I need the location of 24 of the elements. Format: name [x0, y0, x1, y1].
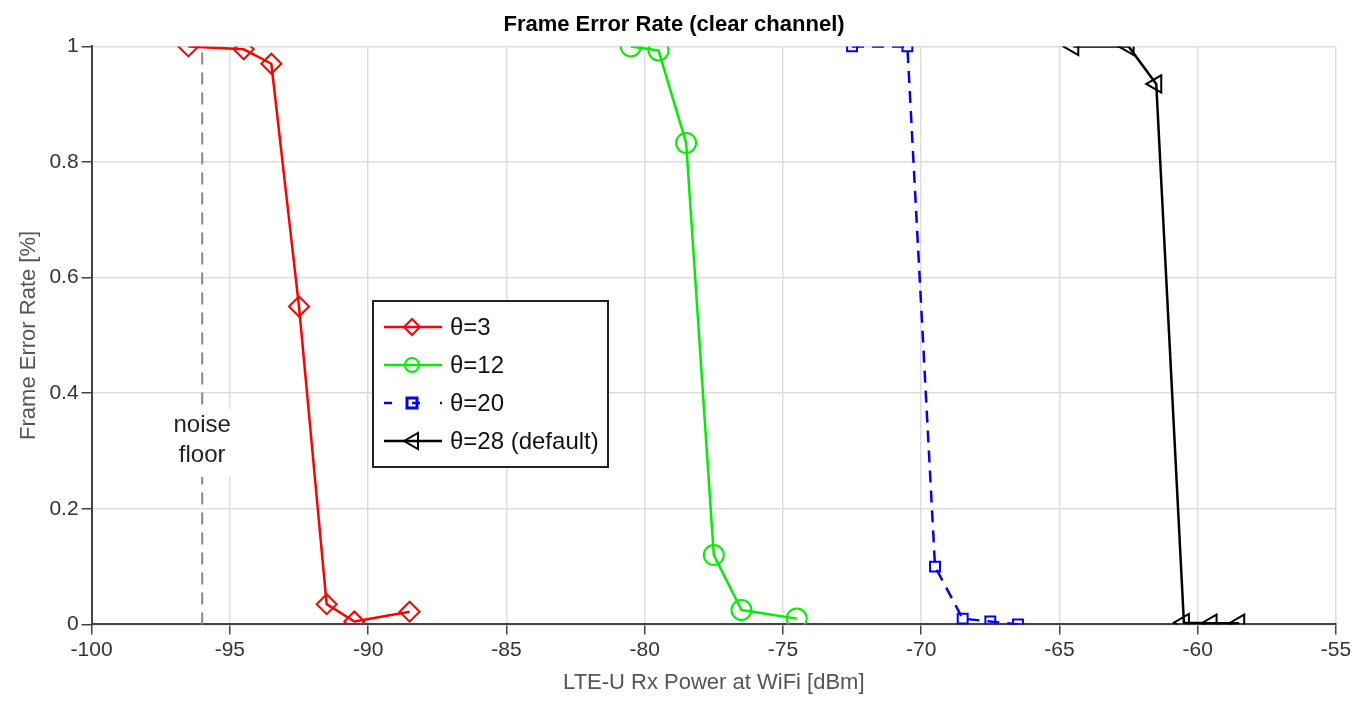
legend-label: θ=28 (default) [449, 427, 599, 456]
y-axis-title: Frame Error Rate [%] [15, 230, 41, 440]
ref-line-label: noise floor [173, 409, 231, 467]
x-tick-label: -80 [629, 636, 660, 660]
y-tick-label: 0.2 [49, 495, 79, 519]
legend-label: θ=20 [449, 389, 505, 418]
y-tick-label: 0.4 [49, 380, 79, 403]
y-tick-label: 0 [66, 611, 79, 635]
legend-label: θ=12 [449, 351, 505, 380]
y-tick-label: 0.8 [49, 148, 79, 172]
chart-title: Frame Error Rate (clear channel) [503, 11, 845, 37]
x-axis-title: LTE-U Rx Power at WiFi [dBm] [563, 668, 865, 694]
x-tick-label: -65 [1044, 636, 1075, 660]
legend-label: θ=3 [449, 313, 491, 342]
x-tick-label: -85 [491, 636, 522, 660]
y-tick-label: 0.6 [49, 264, 79, 288]
x-tick-label: -95 [214, 636, 246, 660]
y-tick-label: 1 [66, 33, 79, 57]
x-tick-label: -55 [1320, 636, 1352, 660]
x-tick-label: -75 [767, 636, 799, 660]
x-tick-label: -90 [352, 636, 384, 660]
x-tick-label: -70 [906, 636, 937, 660]
x-tick-label: -60 [1182, 636, 1213, 660]
x-tick-label: -100 [70, 636, 113, 660]
